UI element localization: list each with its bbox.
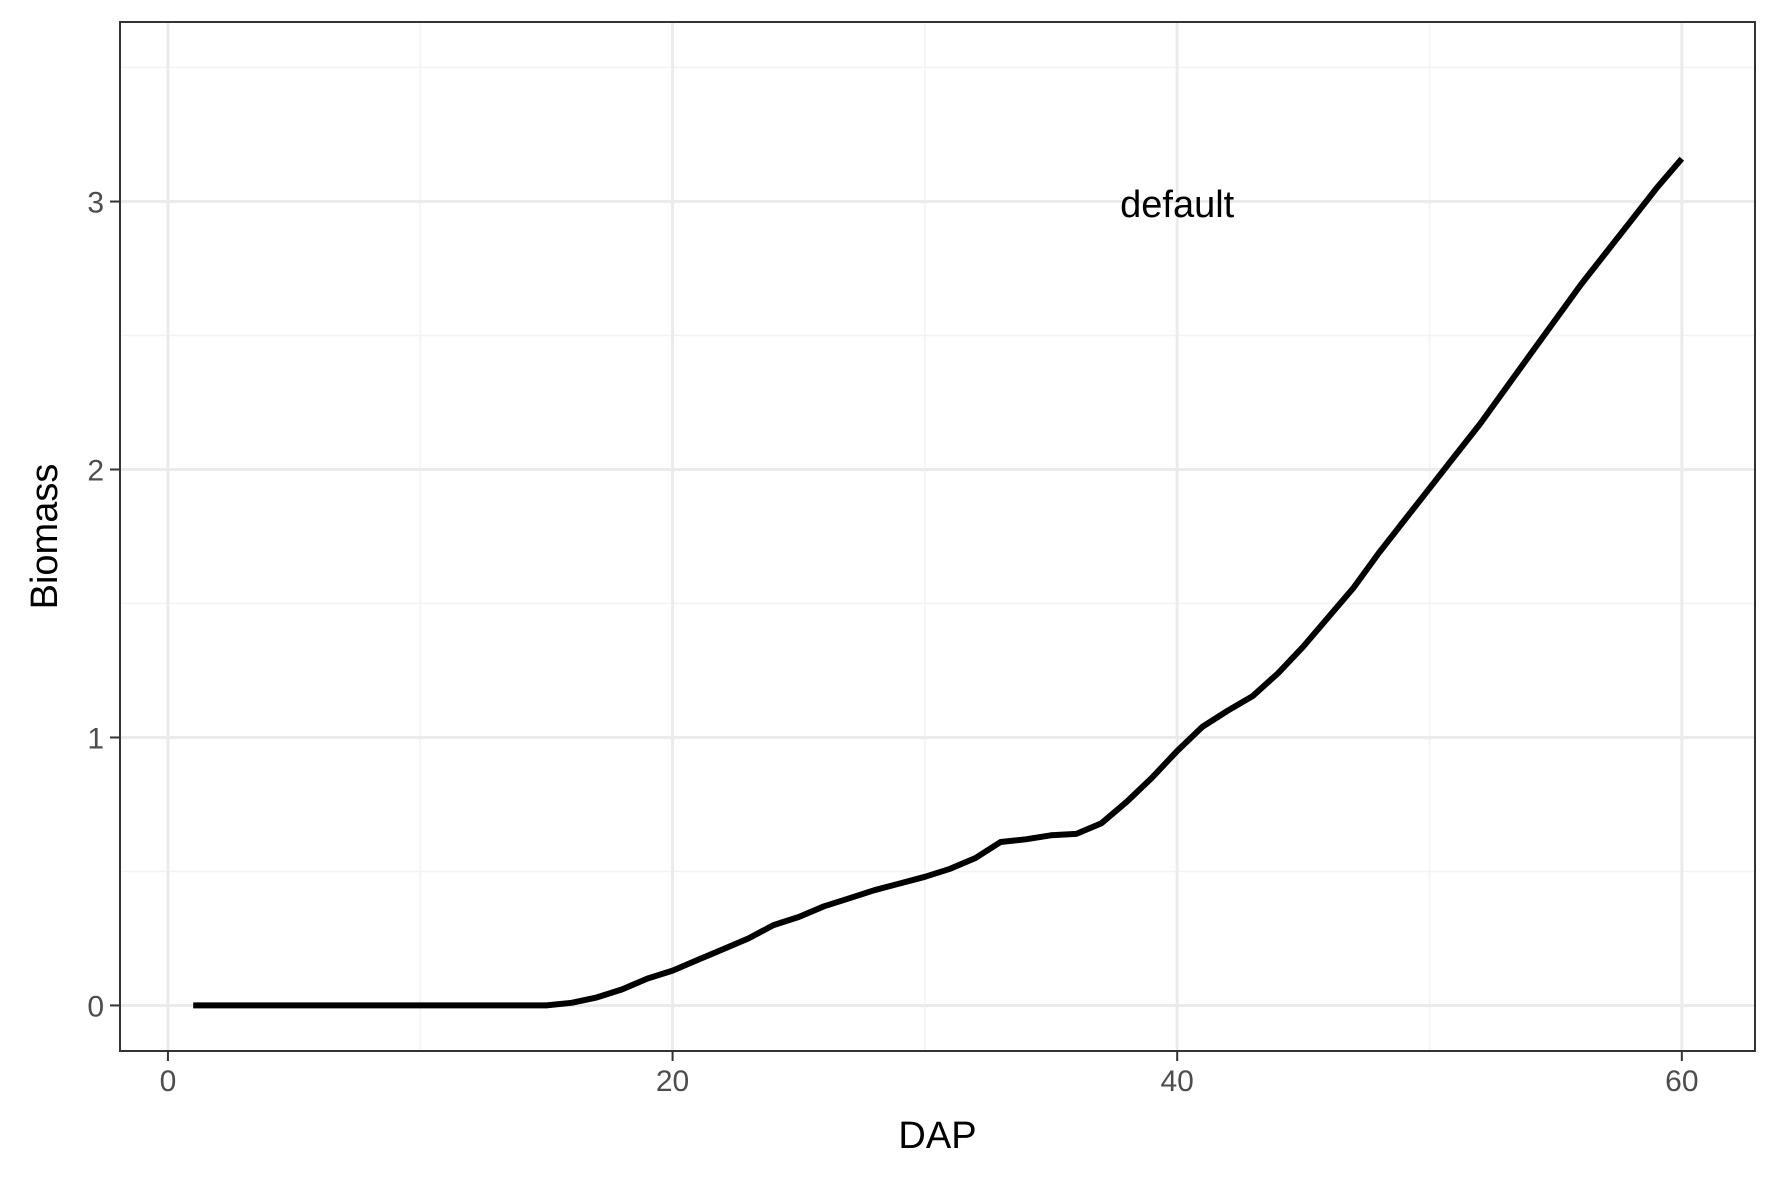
x-tick-label: 20 [656,1065,689,1098]
x-axis-title: DAP [898,1115,976,1157]
y-tick-label: 0 [87,990,104,1023]
y-axis-ticks: 0 1 2 3 [87,187,120,1023]
x-tick-label: 0 [160,1065,177,1098]
y-tick-label: 1 [87,722,104,755]
series-annotation-label: default [1120,184,1235,226]
panel-border [119,21,1756,1052]
x-tick-label: 60 [1665,1065,1698,1098]
x-tick-label: 40 [1161,1065,1194,1098]
y-axis-title: Biomass [24,464,66,610]
series-line-default [193,156,1685,1009]
x-axis-ticks: 0 20 40 60 [160,1051,1699,1098]
series-layer [193,156,1685,1009]
y-tick-label: 3 [87,187,104,220]
y-tick-label: 2 [87,455,104,488]
grid-major [120,22,1755,1051]
